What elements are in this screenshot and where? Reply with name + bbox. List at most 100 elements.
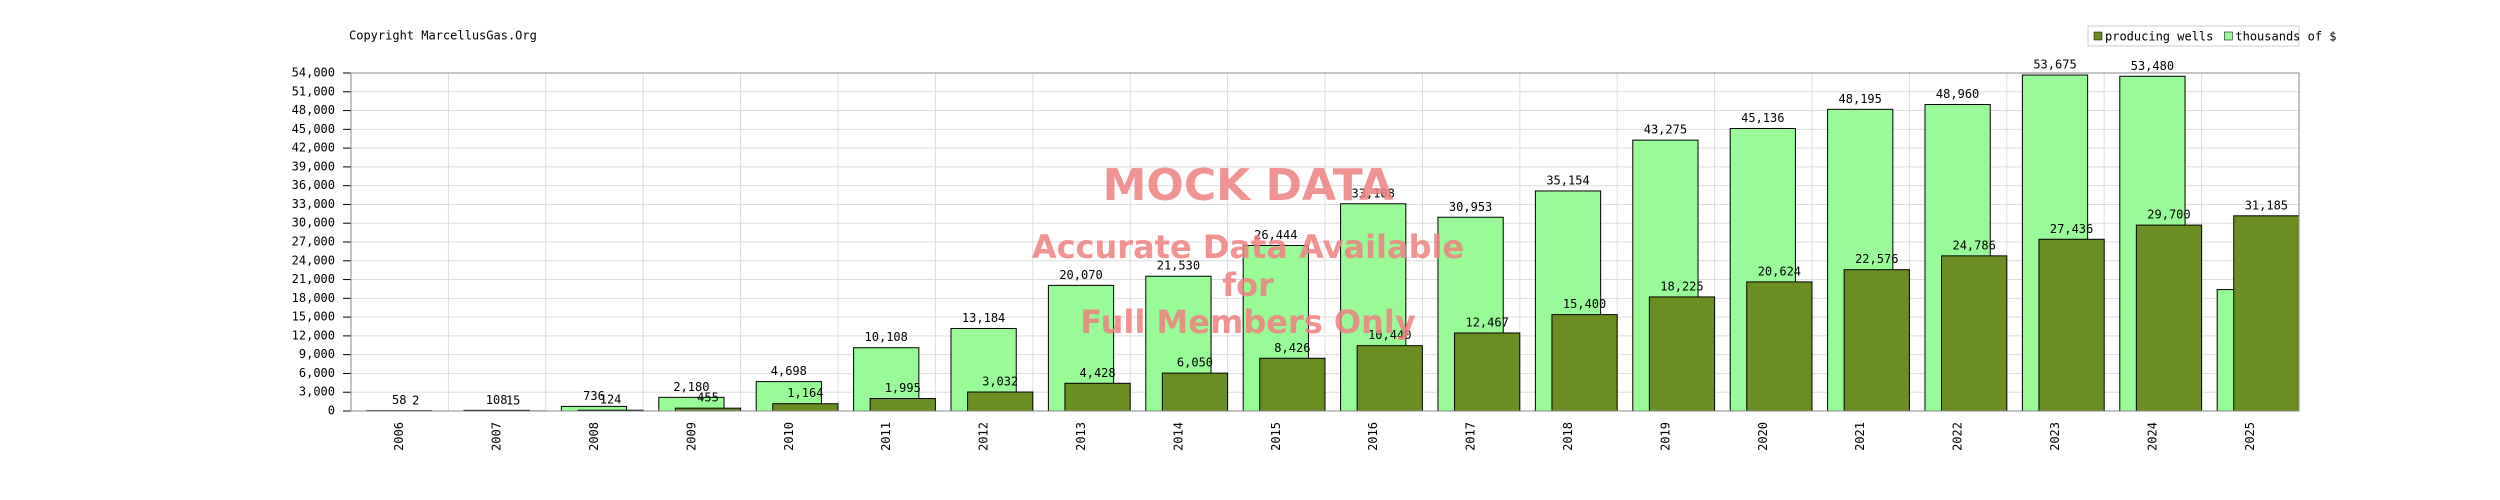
x-tick-label: 2019 bbox=[1658, 422, 1672, 451]
value-label: 35,154 bbox=[1546, 173, 1589, 187]
bar bbox=[967, 391, 1034, 412]
x-tick-label: 2011 bbox=[879, 422, 893, 451]
value-label: 43,275 bbox=[1644, 123, 1687, 137]
value-label: 1,995 bbox=[885, 381, 921, 395]
y-tick-label: 51,000 bbox=[292, 84, 335, 98]
y-tick-label: 36,000 bbox=[292, 178, 335, 192]
legend-label: thousands of $ bbox=[2235, 30, 2336, 44]
y-tick-label: 30,000 bbox=[292, 216, 335, 230]
value-label: 13,184 bbox=[962, 311, 1005, 325]
x-tick-label: 2012 bbox=[977, 422, 991, 451]
value-label: 3,032 bbox=[982, 375, 1018, 389]
value-label: 10,108 bbox=[865, 330, 908, 344]
bar bbox=[1064, 382, 1131, 412]
x-tick-label: 2009 bbox=[684, 422, 698, 451]
y-tick-label: 54,000 bbox=[292, 66, 335, 80]
value-label: 2,180 bbox=[673, 380, 709, 394]
bar bbox=[1259, 357, 1326, 412]
bar bbox=[2233, 215, 2300, 412]
bar bbox=[1551, 314, 1618, 412]
watermark: Full Members Only bbox=[1080, 303, 1416, 341]
value-label: 29,700 bbox=[2147, 208, 2190, 222]
value-label: 4,428 bbox=[1080, 366, 1116, 380]
x-tick-label: 2021 bbox=[1853, 422, 1867, 451]
bar bbox=[1356, 345, 1423, 412]
legend-label: producing wells bbox=[2105, 30, 2213, 44]
y-tick-label: 48,000 bbox=[292, 103, 335, 117]
value-label: 455 bbox=[697, 391, 719, 405]
x-tick-label: 2018 bbox=[1561, 422, 1575, 451]
x-tick-label: 2008 bbox=[587, 422, 601, 451]
value-label: 736 bbox=[583, 389, 605, 403]
y-tick-label: 27,000 bbox=[292, 235, 335, 249]
x-tick-label: 2006 bbox=[392, 422, 406, 451]
legend-swatch bbox=[2224, 31, 2233, 41]
bar bbox=[1648, 296, 1716, 412]
x-tick-label: 2015 bbox=[1269, 422, 1283, 451]
value-label: 48,960 bbox=[1936, 87, 1979, 101]
value-label: 58 bbox=[392, 393, 406, 407]
legend-box bbox=[2087, 25, 2300, 47]
y-tick-label: 39,000 bbox=[292, 159, 335, 173]
x-tick-label: 2014 bbox=[1171, 422, 1185, 451]
value-label: 48,195 bbox=[1839, 92, 1882, 106]
value-label: 8,426 bbox=[1274, 341, 1310, 355]
value-label: 20,624 bbox=[1758, 264, 1801, 278]
y-tick-label: 21,000 bbox=[292, 272, 335, 286]
x-tick-label: 2020 bbox=[1756, 422, 1770, 451]
copyright: Copyright MarcellusGas.Org bbox=[349, 29, 537, 43]
y-tick-label: 24,000 bbox=[292, 253, 335, 267]
watermark: for bbox=[1222, 266, 1274, 304]
value-label: 22,576 bbox=[1855, 252, 1898, 266]
legend: producing wells thousands of $ bbox=[2087, 25, 2337, 47]
y-tick-label: 15,000 bbox=[292, 310, 335, 324]
x-tick-label: 2007 bbox=[490, 422, 504, 451]
x-tick-label: 2017 bbox=[1464, 422, 1478, 451]
value-label: 31,185 bbox=[2245, 198, 2288, 212]
bar bbox=[1941, 255, 2008, 412]
y-tick-label: 42,000 bbox=[292, 141, 335, 155]
y-tick-label: 6,000 bbox=[299, 366, 335, 380]
value-label: 4,698 bbox=[771, 364, 807, 378]
value-label: 15 bbox=[506, 393, 520, 407]
x-tick-label: 2023 bbox=[2048, 422, 2062, 451]
x-tick-label: 2025 bbox=[2243, 422, 2257, 451]
value-label: 24,786 bbox=[1952, 238, 1995, 252]
value-label: 1,164 bbox=[787, 386, 823, 400]
y-tick-label: 33,000 bbox=[292, 197, 335, 211]
bar bbox=[1161, 372, 1229, 412]
bar bbox=[2038, 238, 2105, 412]
x-tick-label: 2010 bbox=[782, 422, 796, 451]
value-label: 33,108 bbox=[1352, 186, 1395, 200]
watermark: Accurate Data Available bbox=[1032, 228, 1464, 266]
value-label: 53,675 bbox=[2033, 58, 2076, 72]
bar bbox=[2135, 224, 2203, 412]
value-label: 2 bbox=[412, 393, 419, 407]
value-label: 6,050 bbox=[1177, 356, 1213, 370]
bar bbox=[1843, 269, 1910, 412]
y-tick-label: 18,000 bbox=[292, 291, 335, 305]
y-tick-label: 45,000 bbox=[292, 122, 335, 136]
bar bbox=[1746, 281, 1813, 412]
x-tick-label: 2016 bbox=[1366, 422, 1380, 451]
x-tick-label: 2013 bbox=[1074, 422, 1088, 451]
value-label: 30,953 bbox=[1449, 200, 1492, 214]
value-label: 53,480 bbox=[2131, 59, 2174, 73]
value-label: 12,467 bbox=[1465, 315, 1508, 329]
y-tick-label: 12,000 bbox=[292, 328, 335, 342]
bar bbox=[1454, 332, 1521, 412]
value-label: 108 bbox=[486, 393, 508, 407]
y-tick-label: 9,000 bbox=[299, 347, 335, 361]
y-tick-label: 0 bbox=[328, 404, 335, 418]
x-tick-label: 2022 bbox=[1951, 422, 1965, 451]
legend-swatch bbox=[2093, 31, 2103, 41]
bar bbox=[869, 398, 936, 412]
value-label: 10,440 bbox=[1368, 328, 1411, 342]
value-label: 20,070 bbox=[1059, 268, 1102, 282]
bar bbox=[772, 403, 839, 412]
value-label: 18,225 bbox=[1660, 279, 1703, 293]
value-label: 26,444 bbox=[1254, 228, 1297, 242]
y-tick-label: 3,000 bbox=[299, 385, 335, 399]
value-label: 21,530 bbox=[1157, 259, 1200, 273]
